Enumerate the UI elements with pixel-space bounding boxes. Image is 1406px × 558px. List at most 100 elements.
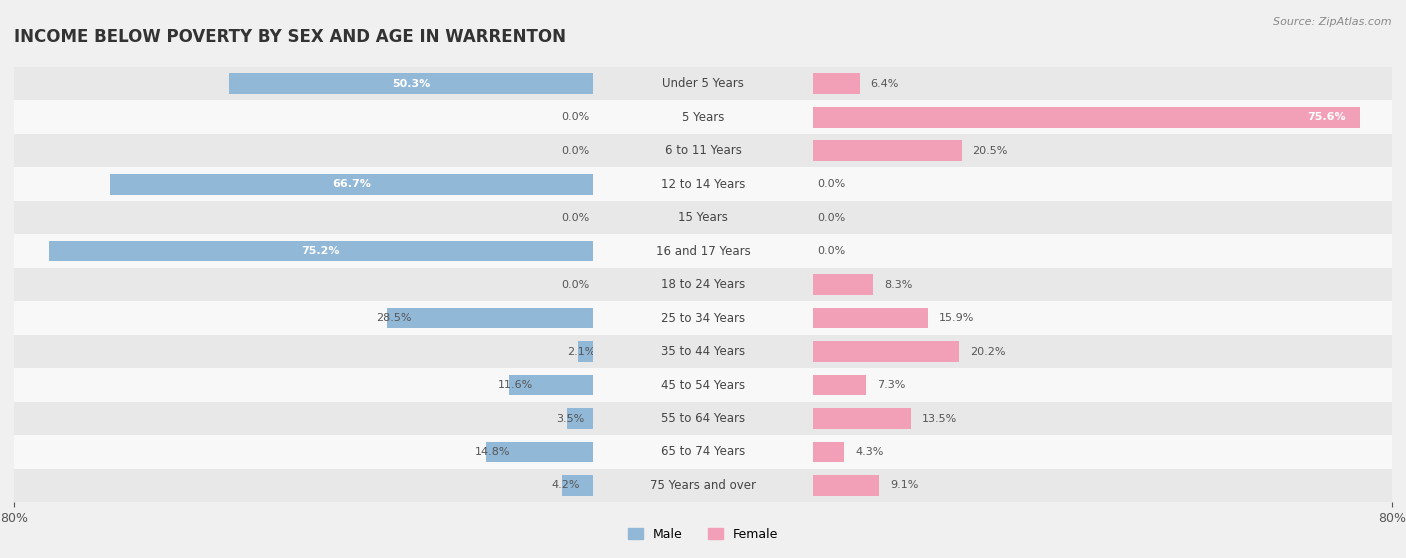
Bar: [14, 435, 593, 469]
Text: 16 and 17 Years: 16 and 17 Years: [655, 244, 751, 258]
Bar: [593, 368, 813, 402]
Bar: [813, 268, 1392, 301]
Bar: [14, 301, 593, 335]
Bar: [593, 234, 813, 268]
Bar: [813, 441, 845, 463]
Text: 20.2%: 20.2%: [970, 347, 1005, 357]
Bar: [14, 167, 593, 201]
Text: 0.0%: 0.0%: [817, 179, 845, 189]
Text: 0.0%: 0.0%: [561, 280, 589, 290]
Text: 75 Years and over: 75 Years and over: [650, 479, 756, 492]
Text: 28.5%: 28.5%: [375, 313, 411, 323]
Bar: [813, 73, 859, 94]
Bar: [14, 100, 593, 134]
Text: 5 Years: 5 Years: [682, 110, 724, 124]
Bar: [813, 274, 873, 295]
Bar: [49, 240, 593, 262]
Bar: [813, 469, 1392, 502]
Bar: [813, 134, 1392, 167]
Bar: [813, 167, 1392, 201]
Text: 3.5%: 3.5%: [557, 413, 585, 424]
Text: INCOME BELOW POVERTY BY SEX AND AGE IN WARRENTON: INCOME BELOW POVERTY BY SEX AND AGE IN W…: [14, 28, 567, 46]
Bar: [593, 100, 813, 134]
Bar: [593, 335, 813, 368]
Text: Under 5 Years: Under 5 Years: [662, 77, 744, 90]
Text: 7.3%: 7.3%: [877, 380, 905, 390]
Bar: [14, 134, 593, 167]
Text: Source: ZipAtlas.com: Source: ZipAtlas.com: [1274, 17, 1392, 27]
Text: 8.3%: 8.3%: [884, 280, 912, 290]
Text: 15.9%: 15.9%: [939, 313, 974, 323]
Text: 55 to 64 Years: 55 to 64 Years: [661, 412, 745, 425]
Bar: [813, 140, 962, 161]
Text: 75.2%: 75.2%: [301, 246, 340, 256]
Bar: [593, 435, 813, 469]
Bar: [578, 341, 593, 362]
Bar: [813, 234, 1392, 268]
Bar: [813, 402, 1392, 435]
Text: 4.2%: 4.2%: [551, 480, 581, 490]
Bar: [593, 469, 813, 502]
Bar: [14, 67, 593, 100]
Text: 13.5%: 13.5%: [922, 413, 957, 424]
Bar: [562, 475, 593, 496]
Bar: [387, 307, 593, 329]
Bar: [14, 201, 593, 234]
Text: 45 to 54 Years: 45 to 54 Years: [661, 378, 745, 392]
Bar: [509, 374, 593, 396]
Bar: [485, 441, 593, 463]
Bar: [813, 408, 911, 429]
Text: 25 to 34 Years: 25 to 34 Years: [661, 311, 745, 325]
Bar: [14, 469, 593, 502]
Bar: [813, 368, 1392, 402]
Bar: [813, 374, 866, 396]
Text: 0.0%: 0.0%: [561, 112, 589, 122]
Text: 11.6%: 11.6%: [498, 380, 533, 390]
Bar: [813, 301, 1392, 335]
Bar: [813, 475, 879, 496]
Text: 65 to 74 Years: 65 to 74 Years: [661, 445, 745, 459]
Text: 9.1%: 9.1%: [890, 480, 918, 490]
Text: 14.8%: 14.8%: [475, 447, 510, 457]
Bar: [593, 301, 813, 335]
Text: 0.0%: 0.0%: [817, 213, 845, 223]
Text: 6.4%: 6.4%: [870, 79, 898, 89]
Bar: [110, 174, 593, 195]
Bar: [14, 368, 593, 402]
Bar: [229, 73, 593, 94]
Bar: [813, 435, 1392, 469]
Bar: [593, 268, 813, 301]
Bar: [813, 307, 928, 329]
Text: 35 to 44 Years: 35 to 44 Years: [661, 345, 745, 358]
Text: 2.1%: 2.1%: [567, 347, 595, 357]
Bar: [593, 134, 813, 167]
Text: 0.0%: 0.0%: [817, 246, 845, 256]
Text: 75.6%: 75.6%: [1308, 112, 1346, 122]
Text: 18 to 24 Years: 18 to 24 Years: [661, 278, 745, 291]
Bar: [813, 67, 1392, 100]
Bar: [813, 201, 1392, 234]
Text: 50.3%: 50.3%: [392, 79, 430, 89]
Bar: [593, 201, 813, 234]
Text: 0.0%: 0.0%: [561, 146, 589, 156]
Text: 66.7%: 66.7%: [332, 179, 371, 189]
Bar: [813, 100, 1392, 134]
Text: 15 Years: 15 Years: [678, 211, 728, 224]
Text: 20.5%: 20.5%: [973, 146, 1008, 156]
Bar: [14, 268, 593, 301]
Legend: Male, Female: Male, Female: [623, 523, 783, 546]
Bar: [593, 402, 813, 435]
Bar: [813, 107, 1360, 128]
Bar: [813, 335, 1392, 368]
Text: 12 to 14 Years: 12 to 14 Years: [661, 177, 745, 191]
Bar: [593, 167, 813, 201]
Bar: [14, 335, 593, 368]
Text: 6 to 11 Years: 6 to 11 Years: [665, 144, 741, 157]
Bar: [14, 234, 593, 268]
Bar: [14, 402, 593, 435]
Text: 4.3%: 4.3%: [855, 447, 883, 457]
Bar: [593, 67, 813, 100]
Bar: [568, 408, 593, 429]
Bar: [813, 341, 959, 362]
Text: 0.0%: 0.0%: [561, 213, 589, 223]
